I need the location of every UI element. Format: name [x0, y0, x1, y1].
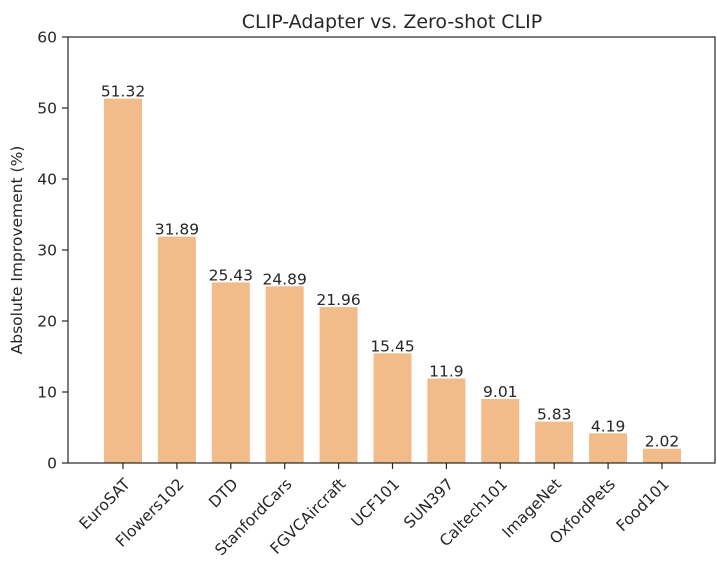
- data-label: 51.32: [101, 83, 145, 101]
- y-axis-label: Absolute Improvement (%): [8, 146, 26, 355]
- bar-stanfordcars: [265, 286, 304, 463]
- y-axis-ticks: 0 10 20 30 40 50 60: [37, 29, 68, 473]
- data-label: 9.01: [483, 383, 518, 401]
- data-label: 5.83: [537, 406, 572, 424]
- bar-flowers102: [157, 236, 196, 463]
- y-tick-label: 20: [37, 313, 57, 331]
- data-label: 25.43: [209, 266, 253, 284]
- bar-ucf101: [373, 353, 412, 463]
- y-tick-label: 10: [37, 384, 57, 402]
- x-tick-label: Food101: [613, 475, 673, 535]
- bars-group: [104, 98, 681, 463]
- bar-dtd: [211, 282, 250, 463]
- data-labels-group: 51.32 31.89 25.43 24.89 21.96 15.45 11.9 9.01 5.…: [101, 83, 679, 451]
- y-tick-label: 40: [37, 171, 57, 189]
- x-tick-label: DTD: [205, 475, 241, 511]
- data-label: 31.89: [155, 221, 199, 239]
- data-label: 15.45: [370, 337, 414, 355]
- data-label: 24.89: [263, 270, 307, 288]
- bar-oxfordpets: [589, 433, 628, 463]
- data-label: 21.96: [316, 291, 360, 309]
- bar-sun397: [427, 378, 466, 463]
- x-tick-label: UCF101: [348, 475, 404, 531]
- bar-imagenet: [535, 421, 574, 463]
- data-label: 2.02: [645, 433, 680, 451]
- bar-eurosat: [104, 98, 142, 463]
- bar-caltech101: [481, 399, 520, 463]
- data-label: 11.9: [429, 363, 464, 381]
- data-label: 4.19: [591, 417, 626, 435]
- chart-title: CLIP-Adapter vs. Zero-shot CLIP: [242, 11, 542, 33]
- y-tick-label: 50: [37, 100, 57, 118]
- bar-fgvcaircraft: [319, 307, 358, 463]
- y-tick-label: 30: [37, 242, 57, 260]
- y-tick-label: 0: [47, 455, 57, 473]
- y-tick-label: 60: [37, 29, 57, 47]
- plot-frame: [67, 36, 716, 464]
- bar-food101: [643, 448, 681, 463]
